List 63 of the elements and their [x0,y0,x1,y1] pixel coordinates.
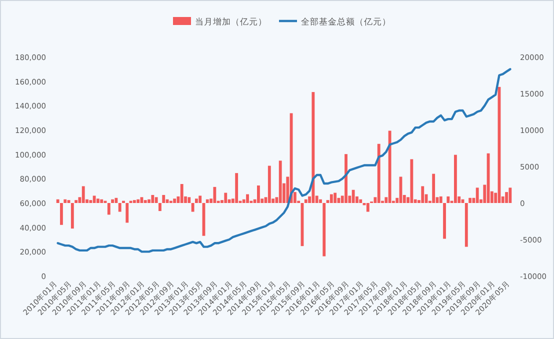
bar [344,154,348,203]
bar [476,188,479,203]
bar [126,203,129,223]
bar [151,194,154,203]
line-series [56,68,512,253]
bar [206,199,209,203]
legend-label: 全部基金总额（亿元） [301,16,391,28]
bar [439,196,442,203]
bar [158,203,162,212]
bar [278,160,282,203]
bar [235,173,238,203]
bar [92,196,96,203]
bar [352,190,355,203]
bar [446,196,450,203]
bar [468,198,472,203]
bar [410,159,414,203]
bar [180,184,184,203]
bar [162,194,166,203]
bar [194,198,198,203]
bar [191,203,194,212]
bar [304,199,308,203]
bar [454,154,457,203]
bar [154,197,158,203]
bar [224,192,228,203]
bar [508,188,512,203]
bar [74,200,78,203]
bar [388,130,392,203]
bar [56,199,60,203]
bar [319,199,322,203]
bar [70,203,74,229]
bar [213,186,216,203]
bar [148,199,150,203]
bar [136,199,140,203]
bar [132,200,136,203]
bar [359,199,362,203]
bar [421,186,424,203]
bar [60,203,63,225]
bar [443,203,446,239]
bar [82,186,85,203]
bar [118,203,122,212]
bar [290,113,293,203]
bar [464,203,468,247]
bar [330,194,333,203]
bar [64,199,67,203]
bar [322,203,326,256]
bar [366,203,370,212]
bar [107,203,110,215]
bar [100,199,104,203]
bar [432,174,436,203]
bar [111,199,114,203]
bar [144,200,147,203]
bar [312,92,315,203]
bar [334,192,337,203]
bar [377,144,380,203]
bar [114,198,118,203]
bar [173,198,176,203]
bar [96,198,100,203]
bar [246,194,249,203]
bar [257,185,260,203]
bar [268,166,271,203]
bar [188,197,191,203]
legend-label: 当月增加（亿元） [195,16,267,28]
bar [198,196,202,203]
